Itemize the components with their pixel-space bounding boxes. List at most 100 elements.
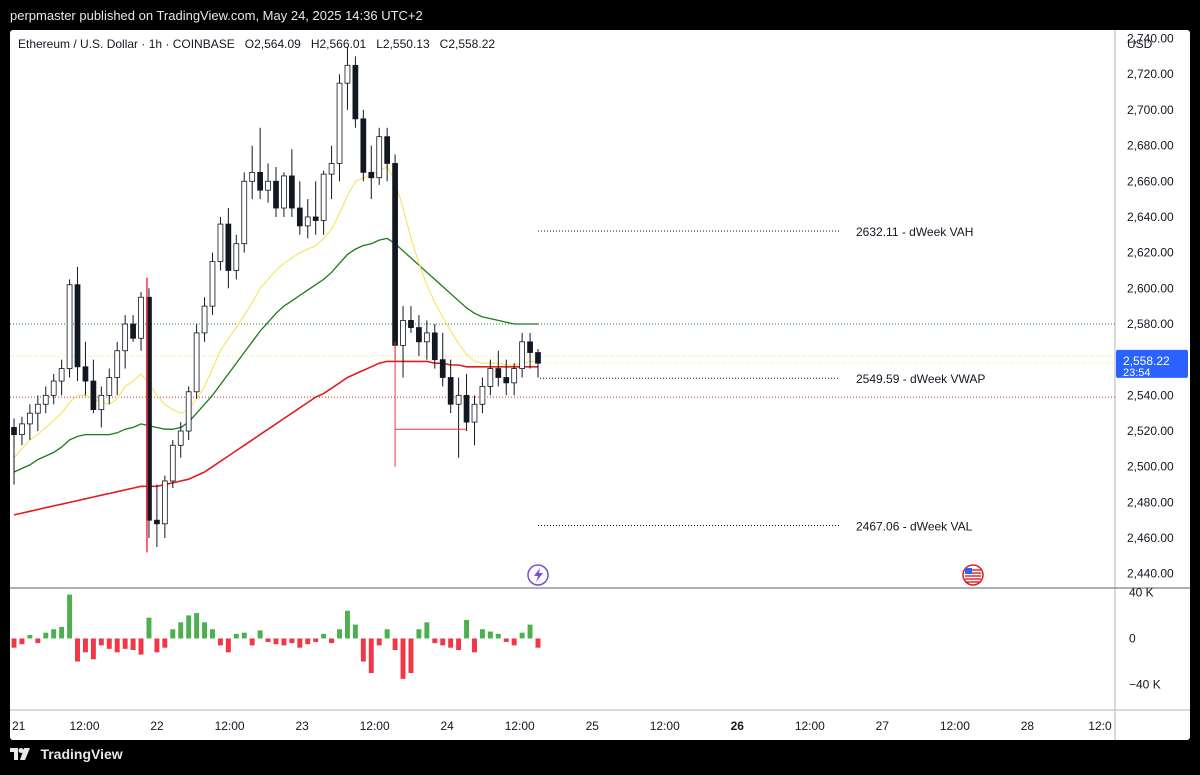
volume-tick-label: 40 K bbox=[1129, 585, 1154, 599]
volume-bar bbox=[535, 638, 541, 648]
candle-body bbox=[249, 171, 256, 182]
price-tick-label: 2,600.00 bbox=[1127, 281, 1174, 295]
volume-bar bbox=[344, 610, 350, 639]
volume-bar bbox=[43, 632, 49, 639]
candle-body bbox=[106, 377, 113, 396]
volume-bar bbox=[503, 638, 509, 642]
candle-body bbox=[328, 163, 335, 175]
candle-body bbox=[265, 180, 271, 191]
lightning-event-icon bbox=[527, 564, 549, 586]
volume-bar bbox=[416, 629, 422, 639]
time-tick-label: 12:00 bbox=[940, 719, 970, 733]
candle bbox=[471, 395, 478, 446]
candle bbox=[11, 418, 17, 485]
price-tick-label: 2,620.00 bbox=[1127, 246, 1174, 260]
high-label: H bbox=[310, 37, 320, 51]
candle bbox=[535, 348, 541, 378]
level-label: 2549.59 - dWeek VWAP bbox=[856, 372, 985, 386]
candle-body bbox=[27, 412, 33, 425]
ema-mid-line bbox=[13, 237, 538, 473]
header-text: perpmaster published on TradingView.com,… bbox=[10, 8, 423, 23]
candle-body bbox=[257, 171, 263, 191]
candle-body bbox=[273, 180, 279, 209]
volume-bar bbox=[225, 638, 231, 653]
candle bbox=[336, 74, 343, 182]
volume-bar bbox=[178, 622, 184, 639]
time-tick-label: 12:00 bbox=[360, 719, 390, 733]
candle-body bbox=[281, 175, 287, 209]
candle-body bbox=[114, 350, 121, 378]
volume-bar bbox=[122, 638, 128, 649]
candle-body bbox=[66, 284, 73, 369]
symbol-name: Ethereum / U.S. Dollar · 1h · COINBASE bbox=[18, 37, 235, 51]
candle-body bbox=[169, 444, 176, 482]
candle bbox=[304, 199, 311, 239]
volume-bar bbox=[233, 633, 239, 639]
time-tick-label: 27 bbox=[876, 719, 890, 733]
candle bbox=[114, 341, 121, 396]
candle bbox=[185, 386, 192, 440]
candle-body bbox=[304, 216, 311, 227]
candle-body bbox=[408, 320, 414, 328]
candle-body bbox=[463, 394, 470, 423]
volume-bar bbox=[202, 622, 208, 639]
candle bbox=[312, 181, 319, 235]
candle bbox=[225, 208, 232, 289]
level-label: 2632.11 - dWeek VAH bbox=[856, 225, 973, 239]
time-tick-label: 12:00 bbox=[650, 719, 680, 733]
volume-bar bbox=[289, 638, 295, 644]
time-tick-label: 12:0 bbox=[1088, 719, 1112, 733]
candle bbox=[487, 359, 494, 396]
candle bbox=[320, 170, 327, 235]
candle-body bbox=[320, 173, 327, 221]
candle-body bbox=[384, 136, 391, 164]
last-price-badge bbox=[1116, 349, 1188, 378]
candle-body bbox=[50, 380, 57, 396]
candle bbox=[82, 341, 89, 396]
volume-bar bbox=[19, 638, 25, 645]
candle bbox=[249, 145, 256, 200]
candle bbox=[106, 368, 113, 405]
volume-bar bbox=[400, 638, 406, 679]
candle bbox=[217, 216, 224, 271]
candle bbox=[233, 234, 240, 280]
volume-bar bbox=[313, 638, 319, 642]
volume-bar bbox=[249, 638, 255, 646]
volume-bar bbox=[448, 638, 454, 648]
candle-body bbox=[344, 64, 351, 84]
time-tick-label: 12:00 bbox=[795, 719, 825, 733]
volume-bar bbox=[376, 638, 382, 646]
candle bbox=[360, 109, 367, 182]
candle bbox=[257, 127, 263, 200]
candle bbox=[161, 475, 168, 539]
candle-body bbox=[241, 180, 248, 245]
chart-panel[interactable]: USD 2,740.00 2,720.00 2,700.00 2,680.00 2,660… bbox=[10, 30, 1190, 740]
candle bbox=[519, 332, 525, 378]
volume-bar bbox=[194, 613, 200, 639]
candle bbox=[265, 163, 271, 203]
candle bbox=[400, 306, 406, 378]
candle bbox=[201, 297, 208, 342]
candle bbox=[455, 377, 462, 458]
candle bbox=[431, 323, 438, 369]
candle-body bbox=[503, 377, 510, 384]
candle-body bbox=[336, 82, 343, 164]
footer: TradingView bbox=[10, 745, 123, 771]
candle-body bbox=[360, 118, 367, 173]
volume-bar bbox=[106, 638, 112, 649]
candle bbox=[439, 332, 446, 387]
volume-bar bbox=[487, 631, 493, 639]
candle bbox=[296, 181, 303, 235]
candle-body bbox=[535, 352, 541, 364]
candle bbox=[289, 149, 295, 217]
flag-canton bbox=[965, 568, 972, 574]
candle-body bbox=[233, 243, 240, 271]
open-value: 2,564.09 bbox=[254, 37, 301, 51]
lightning-event-bolt bbox=[534, 568, 543, 582]
price-tick-label: 2,580.00 bbox=[1127, 317, 1174, 331]
candle bbox=[368, 145, 375, 200]
candle bbox=[66, 279, 73, 378]
candle-body bbox=[392, 163, 398, 346]
candle-body bbox=[495, 368, 502, 378]
